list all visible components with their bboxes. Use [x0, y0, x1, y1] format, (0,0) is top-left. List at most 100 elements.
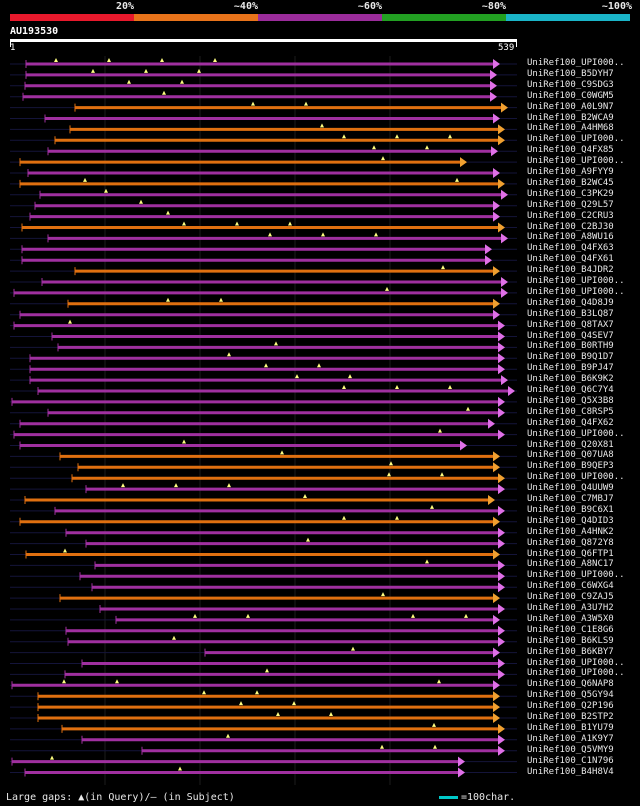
hit-label[interactable]: UniRef100_Q8TAX7	[527, 319, 614, 330]
hit-label[interactable]: UniRef100_Q4SEV7	[527, 330, 614, 341]
hit-arrow-icon	[493, 593, 500, 604]
hit-label[interactable]: UniRef100_B1YU79	[527, 722, 614, 733]
hit-label[interactable]: UniRef100_C7MBJ7	[527, 494, 614, 504]
hit-arrow-icon	[498, 396, 505, 407]
hit-label[interactable]: UniRef100_Q20X81	[527, 439, 614, 450]
hit-label[interactable]: UniRef100_C6WXG4	[527, 581, 614, 592]
gap-marker-icon	[276, 712, 280, 716]
hit-label[interactable]: UniRef100_A3U7H2	[527, 603, 614, 613]
hit-arrow-icon	[498, 135, 505, 146]
hit-arrow-icon	[490, 91, 497, 102]
hit-arrow-icon	[498, 571, 505, 582]
gap-marker-icon	[162, 90, 166, 95]
hit-label[interactable]: UniRef100_C3PK29	[527, 188, 614, 199]
hit-label[interactable]: UniRef100_B4H8V4	[527, 766, 614, 777]
hit-label[interactable]: UniRef100_Q6C7Y4	[527, 385, 614, 395]
hit-label[interactable]: UniRef100_UPI000..	[527, 156, 625, 167]
hit-arrow-icon	[458, 767, 465, 778]
gap-marker-icon	[372, 145, 376, 150]
hit-label[interactable]: UniRef100_UPI000..	[527, 570, 625, 581]
hit-label[interactable]: UniRef100_B9PJ47	[527, 363, 614, 374]
gap-marker-icon	[144, 68, 148, 73]
gap-marker-icon	[182, 221, 186, 226]
hit-label[interactable]: UniRef100_Q4UUW9	[527, 483, 614, 494]
hit-label[interactable]: UniRef100_B5DYH7	[527, 68, 614, 79]
hit-arrow-icon	[498, 342, 505, 353]
hit-label[interactable]: UniRef100_B9QEP3	[527, 461, 614, 472]
hit-label[interactable]: UniRef100_Q5VMY9	[527, 744, 614, 755]
hit-arrow-icon	[458, 756, 465, 767]
hit-label[interactable]: UniRef100_Q5GY94	[527, 690, 614, 701]
hit-label[interactable]: UniRef100_A0L9N7	[527, 101, 614, 112]
hit-label[interactable]: UniRef100_B2WC45	[527, 177, 614, 188]
hit-arrow-icon	[498, 636, 505, 647]
hit-arrow-icon	[498, 222, 505, 233]
hit-label[interactable]: UniRef100_Q07UA8	[527, 450, 614, 461]
hit-label[interactable]: UniRef100_B9C6X1	[527, 504, 614, 515]
hit-label[interactable]: UniRef100_A9FYY9	[527, 167, 614, 177]
hit-label[interactable]: UniRef100_A4HM68	[527, 123, 614, 134]
gap-marker-icon	[329, 712, 333, 716]
hit-arrow-icon	[498, 560, 505, 571]
hit-label[interactable]: UniRef100_C9SDG3	[527, 79, 614, 90]
hit-label[interactable]: UniRef100_C1E8G6	[527, 624, 614, 635]
hit-label[interactable]: UniRef100_UPI000..	[527, 286, 625, 297]
hit-label[interactable]: UniRef100_B2STP2	[527, 712, 614, 722]
hit-label[interactable]: UniRef100_C2CRU3	[527, 210, 614, 221]
hit-label[interactable]: UniRef100_A8NC17	[527, 559, 614, 570]
hit-label[interactable]: UniRef100_Q872Y8	[527, 537, 614, 548]
gap-marker-icon	[268, 232, 272, 237]
hit-label[interactable]: UniRef100_B6KBY7	[527, 646, 614, 657]
hit-label[interactable]: UniRef100_UPI000..	[527, 657, 625, 668]
gap-marker-icon	[292, 701, 296, 706]
gap-marker-icon	[438, 428, 442, 433]
gap-marker-icon	[174, 483, 178, 488]
hit-label[interactable]: UniRef100_Q4FX61	[527, 254, 614, 265]
hit-arrow-icon	[493, 691, 500, 702]
hit-label[interactable]: UniRef100_A4HNK2	[527, 526, 614, 537]
gap-marker-icon	[395, 134, 399, 139]
gap-marker-icon	[255, 690, 259, 695]
hit-label[interactable]: UniRef100_C1N796	[527, 755, 614, 766]
hit-label[interactable]: UniRef100_B6KLS9	[527, 635, 614, 646]
hit-label[interactable]: UniRef100_C9ZAJ5	[527, 592, 614, 603]
hit-label[interactable]: UniRef100_C2BJ30	[527, 221, 614, 232]
hit-label[interactable]: UniRef100_Q4D8J9	[527, 297, 614, 308]
hit-label[interactable]: UniRef100_A8WU16	[527, 232, 614, 243]
hit-label[interactable]: UniRef100_B4JDR2	[527, 265, 614, 276]
hit-label[interactable]: UniRef100_UPI000..	[527, 428, 625, 439]
hit-label[interactable]: UniRef100_Q2P196	[527, 701, 614, 712]
hit-label[interactable]: UniRef100_B0RTH9	[527, 341, 614, 352]
hit-label[interactable]: UniRef100_B6K9K2	[527, 374, 614, 385]
query-tick-end	[516, 41, 517, 47]
hit-label[interactable]: UniRef100_Q4FX63	[527, 243, 614, 254]
hit-label[interactable]: UniRef100_A1K9Y7	[527, 733, 614, 744]
hit-label[interactable]: UniRef100_UPI000..	[527, 134, 625, 145]
gap-marker-icon	[202, 690, 206, 695]
hit-arrow-icon	[498, 669, 505, 680]
gap-marker-icon	[425, 559, 429, 564]
hit-label[interactable]: UniRef100_B3LQ87	[527, 308, 614, 319]
hit-label[interactable]: UniRef100_A3W5X0	[527, 613, 614, 624]
hit-arrow-icon	[498, 538, 505, 549]
gap-marker-icon	[280, 450, 284, 455]
hit-label[interactable]: UniRef100_Q6FTP1	[527, 548, 614, 559]
hit-label[interactable]: UniRef100_Q6NAP8	[527, 679, 614, 690]
hit-label[interactable]: UniRef100_C8RSP5	[527, 406, 614, 417]
gap-marker-icon	[246, 613, 250, 618]
gap-marker-icon	[172, 635, 176, 640]
hit-label[interactable]: UniRef100_C0WGM5	[527, 90, 614, 101]
hit-label[interactable]: UniRef100_Q4FX62	[527, 417, 614, 428]
hit-label[interactable]: UniRef100_Q29L57	[527, 199, 614, 210]
gap-marker-icon	[166, 210, 170, 215]
hit-label[interactable]: UniRef100_Q4DID3	[527, 515, 614, 526]
hit-label[interactable]: UniRef100_UPI000..	[527, 58, 625, 68]
hit-label[interactable]: UniRef100_UPI000..	[527, 276, 625, 286]
hit-label[interactable]: UniRef100_UPI000..	[527, 472, 625, 483]
hit-label[interactable]: UniRef100_UPI000..	[527, 668, 625, 679]
hit-arrow-icon	[498, 625, 505, 636]
hit-label[interactable]: UniRef100_B9Q1D7	[527, 352, 614, 363]
hit-label[interactable]: UniRef100_Q5X3B8	[527, 395, 614, 406]
hit-label[interactable]: UniRef100_Q4FX85	[527, 145, 614, 156]
hit-label[interactable]: UniRef100_B2WCA9	[527, 112, 614, 123]
